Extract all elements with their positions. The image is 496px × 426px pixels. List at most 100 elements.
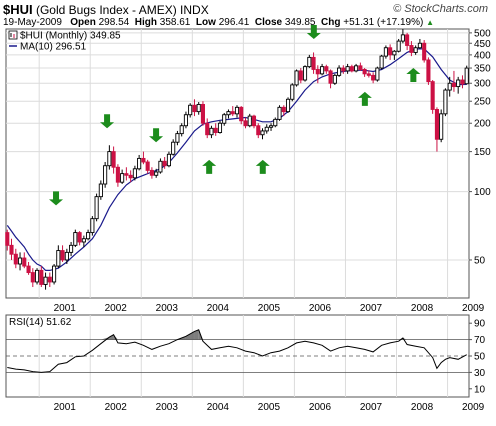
- candle: [26, 261, 31, 275]
- candle-body: [405, 34, 410, 46]
- candle: [315, 65, 320, 84]
- candle-body: [13, 253, 18, 265]
- candle-body: [94, 196, 99, 220]
- arrow-down-icon: [149, 128, 164, 143]
- candle: [277, 105, 282, 121]
- candle-body: [379, 55, 384, 69]
- candle: [107, 145, 112, 170]
- candle: [341, 65, 346, 74]
- rsi-y-tick-label: 50: [474, 352, 486, 363]
- candle-body: [81, 238, 86, 243]
- candle-body: [34, 269, 40, 283]
- candle: [260, 128, 265, 140]
- candle-body: [188, 104, 193, 116]
- candle-body: [324, 66, 329, 72]
- candle: [52, 263, 57, 285]
- candle-body: [439, 113, 444, 140]
- candle: [226, 109, 231, 119]
- candle: [349, 64, 354, 73]
- candle-body: [464, 67, 469, 85]
- candle-body: [434, 109, 439, 140]
- candle-body: [22, 257, 27, 267]
- exchange: INDX: [180, 3, 209, 17]
- candle-body: [281, 106, 286, 113]
- candle-body: [268, 125, 274, 128]
- rsi-y-tick-label: 10: [474, 384, 486, 395]
- low-value: 296.41: [218, 17, 250, 28]
- price-x-tick-label: 2008: [411, 303, 434, 314]
- candle-body: [166, 153, 171, 167]
- candle-body: [47, 276, 52, 283]
- candle-body: [409, 45, 414, 53]
- candle-body: [141, 157, 146, 163]
- candle: [264, 124, 269, 134]
- candle-body: [115, 166, 120, 183]
- candle-body: [320, 66, 325, 75]
- candle-body: [285, 98, 291, 113]
- arrow-down-icon: [306, 24, 321, 39]
- candle: [17, 252, 23, 271]
- rsi-y-ticks: 10 30 50 70 90: [469, 319, 486, 395]
- rsi-overbought-fill: [194, 329, 199, 340]
- candle: [175, 130, 180, 146]
- candle: [13, 248, 18, 269]
- candle: [22, 252, 27, 269]
- rsi-x-tick-label: 2003: [156, 402, 179, 413]
- rsi-y-tick-label: 30: [474, 368, 486, 379]
- candle: [69, 241, 74, 257]
- candle: [149, 167, 154, 179]
- candle: [179, 123, 184, 137]
- candle-body: [86, 232, 91, 240]
- candle: [371, 72, 376, 84]
- candle-body: [426, 59, 431, 83]
- candle-body: [290, 84, 295, 100]
- candle: [209, 125, 214, 139]
- candle: [94, 193, 99, 222]
- candle: [358, 62, 363, 71]
- candle: [285, 97, 291, 113]
- candle: [145, 159, 150, 174]
- price-x-tick-label: 2009: [462, 303, 485, 314]
- candle: [324, 64, 329, 74]
- candle-body: [392, 50, 397, 56]
- price-y-tick-label: 150: [474, 147, 491, 158]
- candle: [383, 45, 388, 59]
- rsi-overbought-fill: [185, 331, 195, 340]
- price-x-tick-label: 2003: [156, 303, 179, 314]
- up-arrow-icon: ▲: [426, 18, 435, 27]
- candle-body: [294, 70, 299, 86]
- candle-body: [217, 122, 223, 133]
- candle: [375, 66, 380, 82]
- candle-body: [396, 40, 401, 52]
- candle-body: [98, 183, 103, 198]
- price-x-tick-label: 2005: [258, 303, 281, 314]
- candle-body: [345, 66, 350, 72]
- candle: [103, 162, 108, 188]
- candle-body: [273, 118, 278, 127]
- candle: [9, 238, 14, 260]
- candle: [120, 169, 125, 185]
- candle: [413, 45, 418, 55]
- quote-date: 19-May-2009: [3, 17, 62, 28]
- candle: [200, 101, 205, 126]
- candle-body: [90, 218, 95, 234]
- candle: [213, 123, 218, 136]
- candle: [426, 57, 431, 85]
- price-x-tick-label: 2001: [54, 303, 77, 314]
- rsi-layer: [7, 329, 467, 373]
- candle-body: [17, 257, 23, 265]
- candle-layer: [5, 29, 469, 290]
- candle: [447, 76, 452, 97]
- candle-body: [430, 81, 435, 110]
- candle: [43, 272, 48, 290]
- candle-body: [371, 74, 376, 81]
- candle: [439, 109, 444, 143]
- candle: [298, 68, 303, 84]
- candle: [141, 151, 146, 165]
- candle-body: [260, 130, 265, 136]
- candle-body: [209, 127, 214, 136]
- candle: [56, 245, 61, 269]
- candle-body: [107, 151, 112, 167]
- quote-line: 19-May-2009 Open 298.54 High 358.61 Low …: [3, 17, 435, 28]
- price-legend: $HUI (Monthly) 349.85 MA(10) 296.51: [8, 31, 121, 53]
